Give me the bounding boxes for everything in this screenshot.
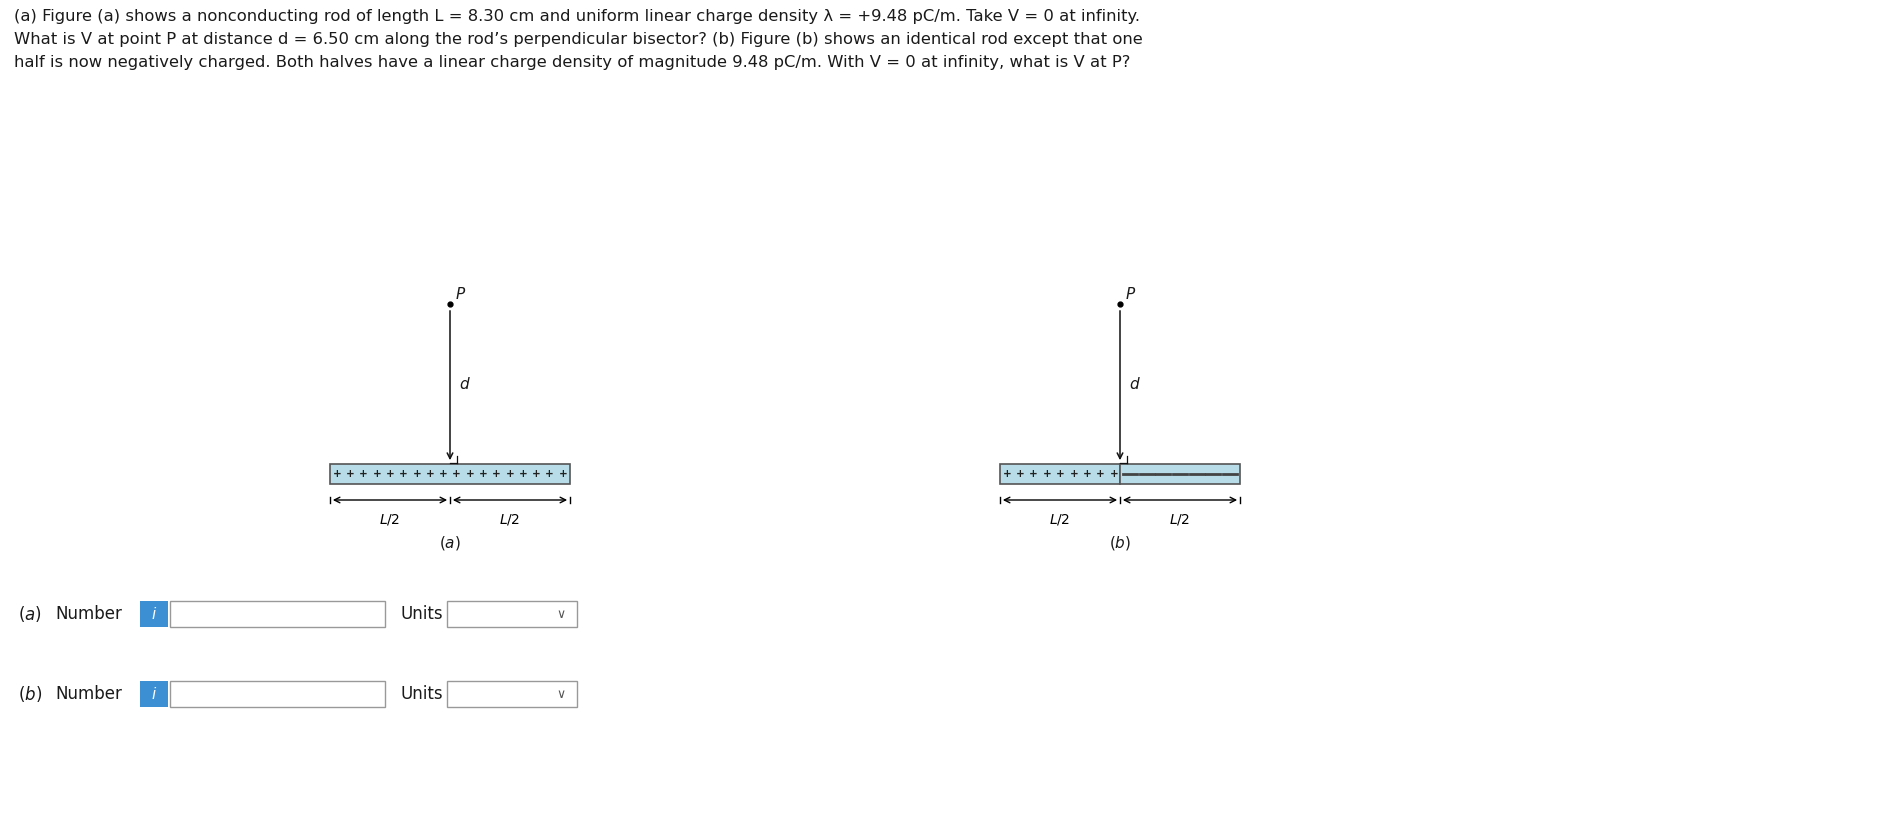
Text: +: + — [1069, 469, 1079, 479]
Text: +: + — [1109, 469, 1118, 479]
Text: $i$: $i$ — [151, 606, 157, 622]
Text: $d$: $d$ — [1128, 376, 1141, 392]
Text: +: + — [425, 469, 434, 479]
Text: $d$: $d$ — [459, 376, 470, 392]
Text: +: + — [1030, 469, 1037, 479]
Bar — [140, 681, 168, 707]
Text: $(b)$: $(b)$ — [19, 684, 42, 704]
Text: +: + — [504, 469, 514, 479]
Text: $L/2$: $L/2$ — [1169, 512, 1190, 527]
Text: +: + — [518, 469, 527, 479]
Text: Number: Number — [55, 605, 121, 623]
Text: ∨: ∨ — [555, 687, 565, 700]
Bar — [448, 681, 576, 707]
Bar — [999, 464, 1120, 484]
Text: $P$: $P$ — [455, 286, 467, 302]
Text: Number: Number — [55, 685, 121, 703]
Text: +: + — [478, 469, 487, 479]
Text: +: + — [1082, 469, 1092, 479]
Text: Units: Units — [400, 605, 442, 623]
Text: $L/2$: $L/2$ — [1048, 512, 1069, 527]
Text: half is now negatively charged. Both halves have a linear charge density of magn: half is now negatively charged. Both hal… — [13, 55, 1130, 70]
Bar — [170, 601, 385, 627]
Text: +: + — [1016, 469, 1024, 479]
Text: +: + — [399, 469, 408, 479]
Bar — [140, 601, 168, 627]
Text: +: + — [412, 469, 421, 479]
Text: +: + — [546, 469, 553, 479]
Text: $i$: $i$ — [151, 686, 157, 702]
Text: $L/2$: $L/2$ — [380, 512, 400, 527]
Text: +: + — [465, 469, 474, 479]
Text: Units: Units — [400, 685, 442, 703]
Text: +: + — [1096, 469, 1105, 479]
Text: +: + — [451, 469, 461, 479]
Text: $(b)$: $(b)$ — [1109, 534, 1130, 552]
Bar — [170, 681, 385, 707]
Text: $(a)$: $(a)$ — [438, 534, 461, 552]
Text: +: + — [559, 469, 567, 479]
Text: ∨: ∨ — [555, 607, 565, 620]
Text: +: + — [491, 469, 501, 479]
Text: +: + — [1043, 469, 1050, 479]
Text: $L/2$: $L/2$ — [499, 512, 519, 527]
Text: +: + — [385, 469, 395, 479]
Text: +: + — [1056, 469, 1064, 479]
Text: (a) Figure (a) shows a nonconducting rod of length L = 8.30 cm and uniform linea: (a) Figure (a) shows a nonconducting rod… — [13, 9, 1139, 24]
Bar — [1120, 464, 1239, 484]
Text: +: + — [346, 469, 355, 479]
Text: What is V at point P at distance d = 6.50 cm along the rod’s perpendicular bisec: What is V at point P at distance d = 6.5… — [13, 32, 1143, 47]
Text: +: + — [438, 469, 448, 479]
Text: +: + — [359, 469, 368, 479]
Text: $P$: $P$ — [1124, 286, 1135, 302]
Text: +: + — [332, 469, 342, 479]
Text: +: + — [372, 469, 382, 479]
Bar — [331, 464, 570, 484]
Text: +: + — [1001, 469, 1011, 479]
Text: +: + — [533, 469, 540, 479]
Bar — [448, 601, 576, 627]
Text: $(a)$: $(a)$ — [19, 604, 42, 624]
